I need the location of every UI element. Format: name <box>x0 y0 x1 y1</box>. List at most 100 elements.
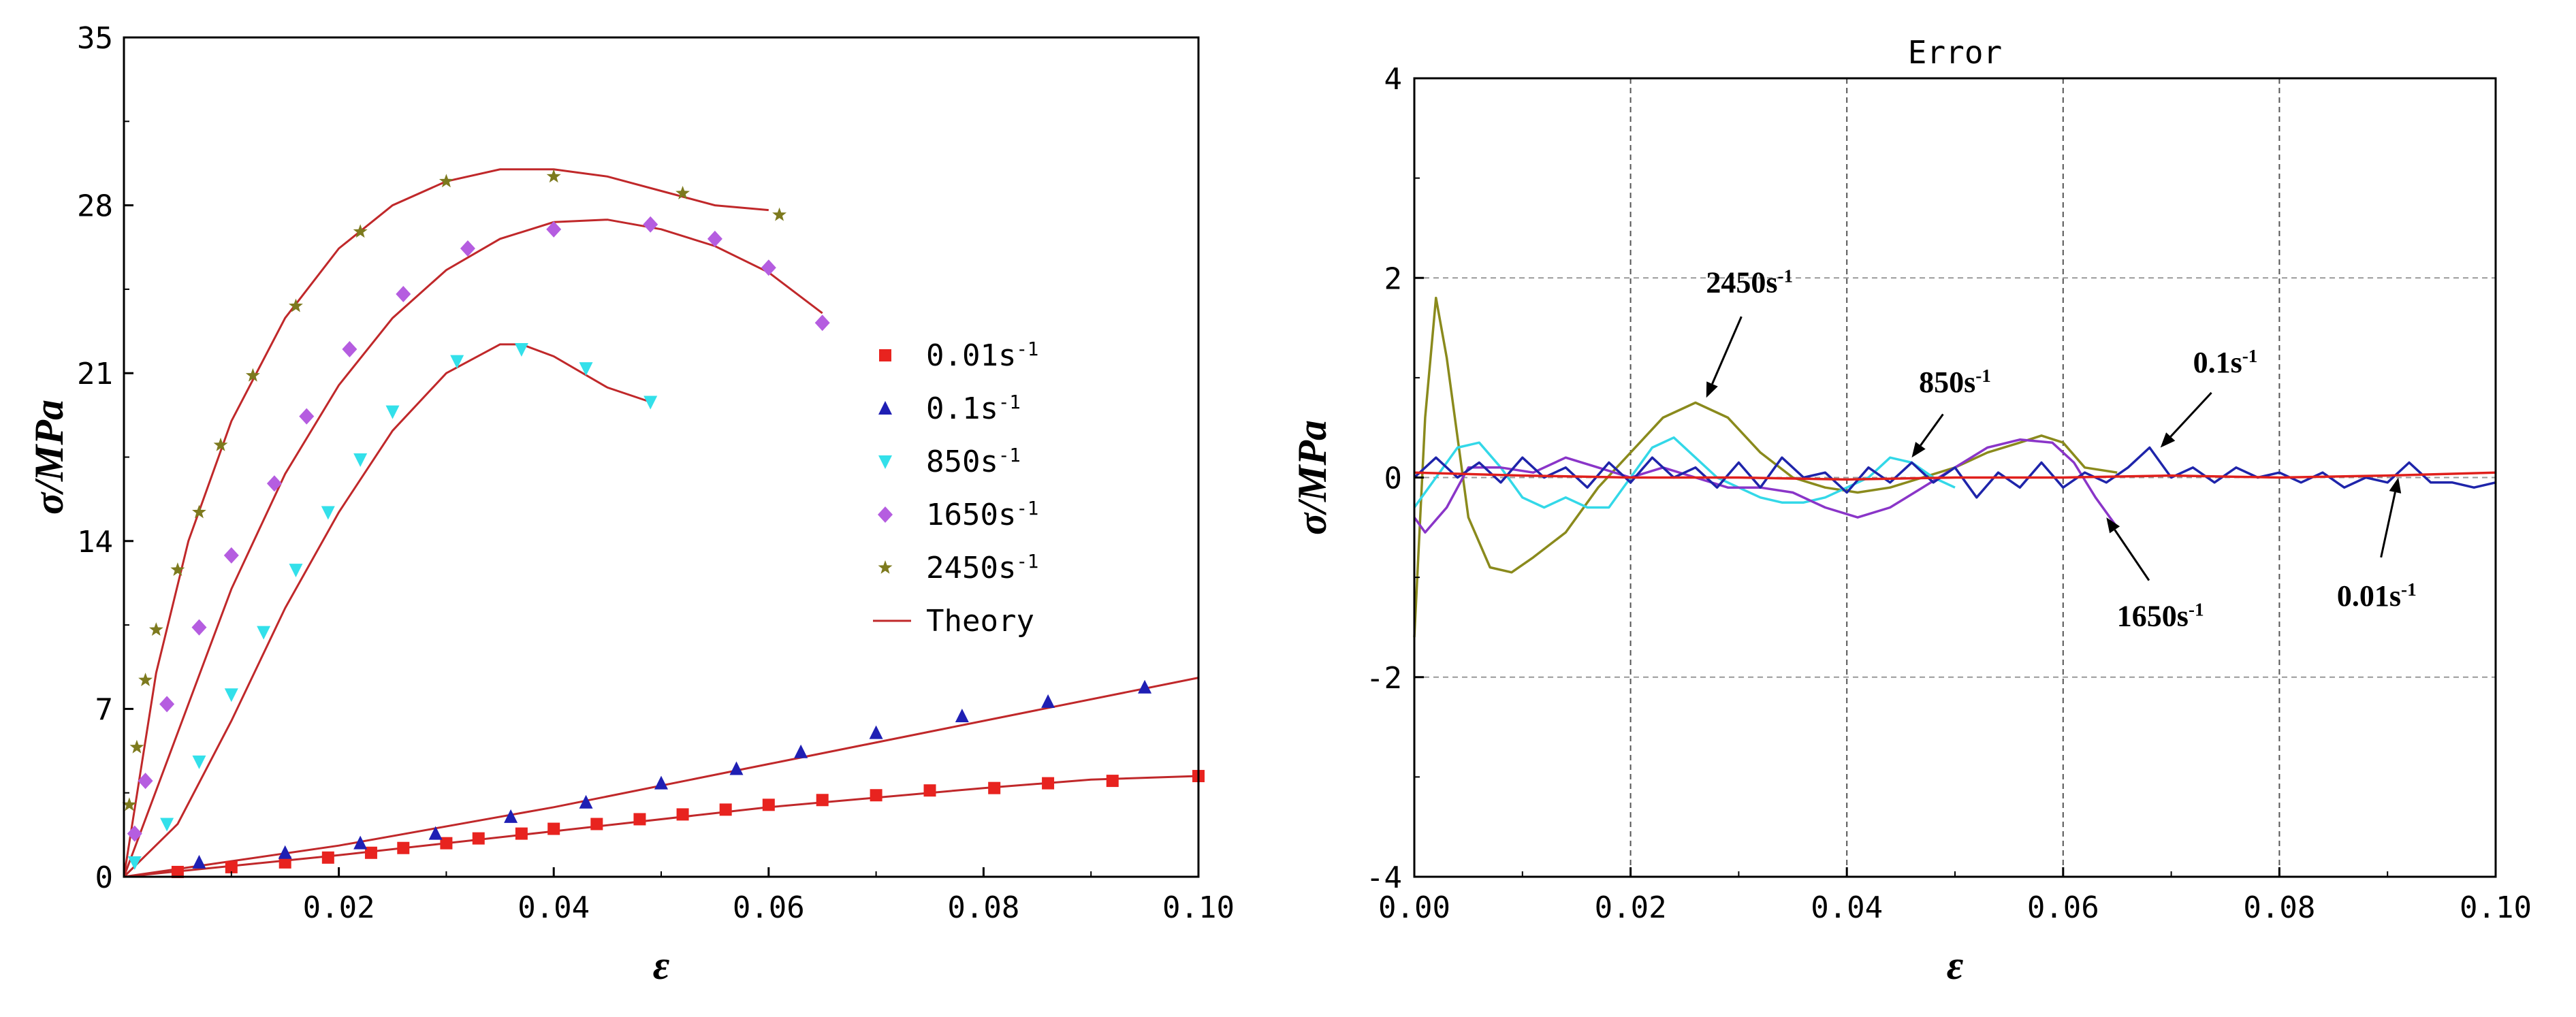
annotation-label-850s: 850s-1 <box>1919 366 1991 399</box>
point-0.01s <box>440 837 453 850</box>
left-y-tick-label: 0 <box>95 860 114 895</box>
annotation-arrow-line <box>2169 391 2212 438</box>
point-0.01s <box>515 827 528 840</box>
point-0.01s <box>870 789 882 802</box>
legend-marker-1650s <box>878 506 893 523</box>
legend-marker-850s <box>878 455 892 469</box>
annotation-arrow-head <box>1706 381 1718 398</box>
right-annotations: 2450s-1 850s-1 0.1s-1 1650s-1 0.01s-1 <box>1706 266 2416 633</box>
point-2450s <box>289 298 303 312</box>
point-1650s <box>460 240 475 257</box>
left-y-tick-label: 7 <box>95 692 114 727</box>
left-x-ticks: 0.02 0.04 0.06 0.08 0.10 <box>230 867 1235 925</box>
annotation-label-2450s: 2450s-1 <box>1706 266 1793 300</box>
point-0.01s <box>1042 777 1055 790</box>
left-y-tick-label: 35 <box>77 21 113 56</box>
point-850s <box>353 453 368 468</box>
right-chart: 0.00 0.02 0.04 0.06 0.08 0.10 -4 -2 0 2 4 Error ε… <box>1290 34 2532 988</box>
right-y-tick-label: -4 <box>1366 860 1402 895</box>
legend-label-0.01s: 0.01s-1 <box>926 338 1038 373</box>
point-850s <box>224 688 238 703</box>
legend-marker-0.01s <box>879 349 891 361</box>
legend-label-0.1s: 0.1s-1 <box>926 391 1021 426</box>
annotation-arrow-head <box>1911 442 1926 458</box>
point-2450s <box>138 673 153 686</box>
point-850s <box>192 755 206 769</box>
left-y-tick-label: 21 <box>77 357 113 391</box>
right-y-tick-label: -2 <box>1366 661 1402 696</box>
right-y-ticks: -4 -2 0 2 4 <box>1366 62 1424 895</box>
point-1650s <box>266 475 282 492</box>
point-0.01s <box>397 841 410 854</box>
annotation-arrow-line <box>1711 316 1743 385</box>
annotation-arrow-head <box>2160 432 2176 448</box>
point-2450s <box>170 562 185 576</box>
left-legend: 0.01s-1 0.1s-1 850s-1 1650s-1 2450s-1 Theory <box>873 338 1038 639</box>
point-2450s <box>675 186 690 199</box>
point-0.01s <box>321 851 334 864</box>
point-0.1s <box>504 809 518 823</box>
error-line-0.01s <box>1414 471 2496 481</box>
point-2450s <box>353 224 368 238</box>
point-0.1s <box>428 826 443 840</box>
right-x-ticks: 0.00 0.02 0.04 0.06 0.08 0.10 <box>1378 867 2532 925</box>
annotation-label-1650s: 1650s-1 <box>2117 599 2204 632</box>
point-0.01s <box>279 856 291 869</box>
left-plot-frame <box>123 36 1200 878</box>
right-y-tick-label: 4 <box>1384 62 1403 97</box>
annotation-label-0.01s: 0.01s-1 <box>2337 579 2417 613</box>
theory-curve-850s <box>123 343 651 878</box>
point-0.1s <box>579 794 593 809</box>
point-0.01s <box>719 803 732 816</box>
left-x-tick-label: 0.02 <box>303 890 375 925</box>
error-line-2450s <box>1413 296 2118 638</box>
right-x-tick-label: 0.08 <box>2243 890 2315 925</box>
point-1650s <box>814 314 830 332</box>
left-data-points <box>122 169 1205 878</box>
right-x-tick-label: 0.10 <box>2460 890 2532 925</box>
point-850s <box>160 818 174 832</box>
point-2450s <box>122 797 137 811</box>
point-0.01s <box>472 832 485 845</box>
left-x-tick-label: 0.10 <box>1162 890 1235 925</box>
point-2450s <box>148 622 163 636</box>
right-y-tick-label: 0 <box>1384 462 1403 496</box>
point-850s <box>579 362 593 376</box>
point-1650s <box>396 285 411 302</box>
point-1650s <box>546 221 562 238</box>
point-0.1s <box>1138 679 1152 694</box>
point-0.1s <box>278 845 292 859</box>
point-2450s <box>129 739 144 754</box>
point-1650s <box>761 259 776 276</box>
point-1650s <box>223 547 239 564</box>
point-0.1s <box>192 854 206 869</box>
point-2450s <box>546 169 561 183</box>
point-0.01s <box>1106 775 1119 788</box>
point-1650s <box>138 773 153 790</box>
left-theory-curves <box>123 168 1199 878</box>
left-x-tick-label: 0.06 <box>733 890 805 925</box>
legend-label-1650s: 1650s-1 <box>926 498 1038 532</box>
point-0.1s <box>955 708 969 722</box>
annotation-arrow-line <box>2380 491 2396 558</box>
point-850s <box>643 396 658 410</box>
legend-label-2450s: 2450s-1 <box>926 551 1038 585</box>
right-x-tick-label: 0.06 <box>2027 890 2099 925</box>
point-0.01s <box>364 846 377 859</box>
point-850s <box>450 355 464 369</box>
point-1650s <box>159 696 175 713</box>
point-850s <box>127 856 142 870</box>
point-0.01s <box>762 798 775 811</box>
left-x-axis-label: ε <box>653 943 670 988</box>
point-850s <box>257 626 271 640</box>
point-0.1s <box>729 761 744 775</box>
point-1650s <box>191 619 207 636</box>
legend-label-theory: Theory <box>926 604 1034 639</box>
annotation-arrow-line <box>1920 413 1944 447</box>
point-2450s <box>213 437 228 451</box>
left-x-tick-label: 0.04 <box>518 890 590 925</box>
point-0.01s <box>923 784 936 797</box>
theory-curve-1650s <box>123 219 823 877</box>
